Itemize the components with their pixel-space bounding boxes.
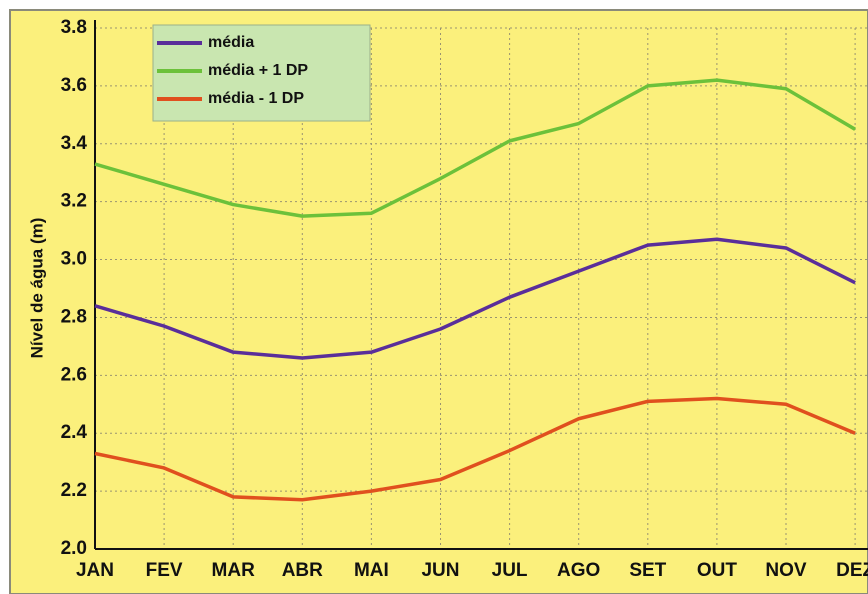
x-tick-label: ABR (282, 560, 323, 581)
x-tick-label: JUL (492, 560, 528, 581)
y-tick-label: 3.0 (61, 249, 87, 270)
legend-label: média - 1 DP (208, 90, 304, 107)
x-tick-label: MAR (212, 560, 256, 581)
x-tick-label: JUN (421, 560, 459, 581)
legend: média média + 1 DP média - 1 DP (152, 24, 371, 122)
x-tick-label: MAI (354, 560, 389, 581)
x-tick-label: JAN (76, 560, 114, 581)
x-tick-label: DEZ (836, 560, 868, 581)
legend-label: média + 1 DP (208, 62, 308, 79)
data-line (94, 237, 856, 360)
chart-background (9, 9, 868, 594)
y-tick-label: 3.8 (61, 17, 87, 38)
y-tick-label: 3.2 (61, 191, 87, 212)
y-tick-label: 2.4 (61, 422, 88, 443)
y-axis-label: Nível de água (m) (27, 218, 46, 359)
data-line (94, 396, 856, 502)
x-tick-label: NOV (765, 560, 807, 581)
y-tick-label: 3.6 (61, 75, 87, 96)
x-tick-label: OUT (697, 560, 738, 581)
y-tick-label: 3.4 (61, 133, 88, 154)
y-tick-label: 2.6 (61, 364, 87, 385)
y-tick-label: 2.2 (61, 480, 87, 501)
y-tick-label: 2.8 (61, 306, 87, 327)
x-tick-label: FEV (146, 560, 183, 581)
legend-label: média (208, 34, 254, 51)
y-tick-label: 2.0 (61, 538, 87, 559)
data-line (94, 78, 856, 218)
x-tick-label: AGO (557, 560, 600, 581)
x-tick-label: SET (629, 560, 666, 581)
